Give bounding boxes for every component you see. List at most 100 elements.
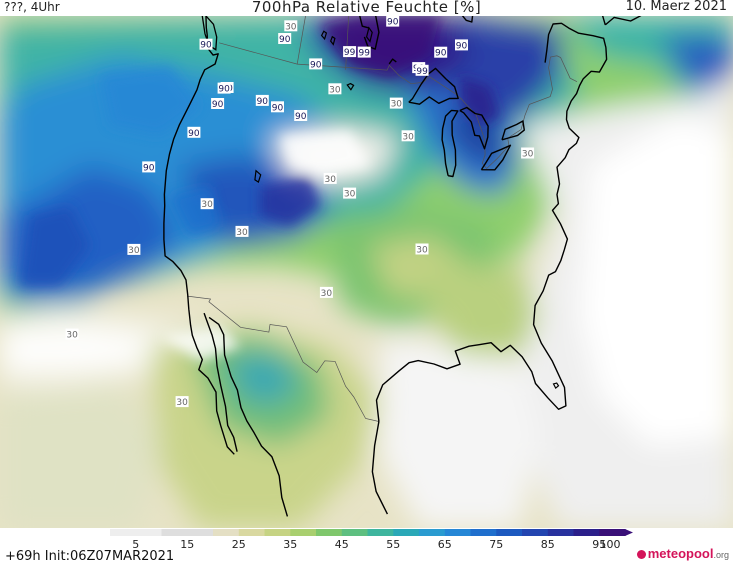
contour-label: 30	[284, 20, 298, 32]
coastline-segment	[441, 109, 459, 178]
contour-label: 90	[187, 126, 201, 139]
island-outline	[201, 16, 218, 51]
coastline-segment	[208, 316, 289, 517]
contour-label: 30	[521, 147, 535, 160]
contour-label-bg	[328, 83, 342, 95]
coastline-segment	[461, 16, 474, 23]
coastline-segment	[601, 16, 642, 26]
contour-label-bg	[217, 82, 231, 94]
contour-label: 30	[319, 286, 333, 299]
contour-label: 90	[309, 58, 323, 70]
contour-label-text: 90	[435, 49, 447, 59]
contour-label-text: 90	[257, 97, 269, 107]
contour-label-bg	[343, 46, 357, 58]
meteopool-logo[interactable]: meteopool.org	[636, 546, 729, 561]
contour-label-bg	[415, 243, 429, 255]
contour-label: 30	[389, 97, 403, 110]
contour-label: 99	[343, 46, 357, 58]
contour-label-text: 99	[358, 49, 370, 59]
border-segment	[345, 16, 350, 70]
contour-label: 30	[200, 198, 214, 210]
colorbar-swatch	[393, 529, 420, 536]
contour-label-text: 30	[321, 289, 333, 299]
contour-label: 30	[127, 243, 141, 256]
logo-dot-icon	[636, 550, 646, 559]
contour-label-text: 99	[344, 48, 356, 58]
colorbar-tick-label: 65	[438, 538, 452, 548]
contour-label-bg	[142, 161, 156, 173]
colorbar-swatch	[444, 529, 472, 536]
contour-label-bg	[200, 198, 214, 210]
contour-label-text: 90	[188, 129, 200, 139]
contour-label-text: 90	[212, 100, 224, 110]
contour-label-bg	[199, 38, 213, 50]
contour-label-text: 30	[128, 246, 140, 256]
contour-label: 30	[235, 225, 249, 238]
colorbar-tick-label: 45	[335, 538, 349, 548]
colorbar-tick-label: 35	[283, 538, 297, 548]
coastline-segment	[363, 16, 380, 50]
colorbar-swatch	[341, 529, 369, 536]
contour-label-bg	[187, 126, 201, 138]
contour-label-bg	[175, 396, 189, 408]
contour-label-bg	[278, 33, 292, 44]
contour-label-text: 90	[310, 60, 322, 70]
contour-label-text: 90	[218, 85, 230, 95]
contour-label: 90	[199, 38, 213, 51]
contour-label-bg	[235, 225, 249, 237]
contour-label: 90	[217, 82, 231, 95]
contour-label: 90	[386, 16, 400, 28]
colorbar-swatch	[522, 529, 549, 536]
contour-label-text: 30	[329, 85, 341, 95]
contour-label-bg	[357, 46, 371, 58]
contour-label-text: 30	[236, 228, 248, 238]
contour-label-text: 30	[391, 100, 403, 110]
colorbar-swatch	[110, 529, 162, 536]
contour-label-bg	[271, 101, 284, 113]
contour-label-text: 90	[272, 103, 284, 113]
contour-label-text: 30	[344, 190, 356, 200]
contour-label-bg	[309, 58, 323, 70]
contour-label-text: 90	[456, 41, 468, 51]
logo-text: meteopool	[647, 546, 714, 561]
contour-label-bg	[389, 97, 403, 109]
contour-label-bg	[319, 286, 333, 298]
colorbar-tick-label: 100	[600, 538, 621, 548]
contour-label-bg	[294, 110, 308, 121]
contour-label-text: 30	[416, 246, 428, 256]
coastline-segment	[203, 312, 238, 452]
colorbar-tick-label: 15	[180, 538, 194, 548]
contour-label: 90	[455, 39, 468, 51]
contour-label-bg	[386, 16, 400, 27]
contour-label: 90	[271, 101, 284, 113]
contour-label: 30	[323, 172, 337, 185]
coastline-segment	[544, 22, 607, 63]
humidity-map[interactable]: 9030909999909099909090303090909090909030…	[0, 16, 733, 528]
map-footer: 5 15 25 35 45 55 65 75 85 95 100 +69h Init:06Z07MA…	[0, 528, 733, 566]
border-segment	[187, 295, 379, 422]
contour-label: 30	[328, 83, 342, 95]
contour-label: 30	[343, 187, 357, 200]
contour-label-text: 30	[522, 150, 534, 160]
contour-label: 90	[278, 33, 292, 45]
colorbar-swatch	[290, 529, 317, 536]
coastline-segment	[408, 67, 459, 105]
contour-label: 30	[175, 396, 189, 408]
contour-label-text: 90	[143, 163, 155, 173]
map-title: 700hPa Relative Feuchte [%]	[251, 0, 482, 16]
contour-label: 99	[357, 46, 371, 59]
contour-label-text: 99	[416, 67, 428, 77]
border-segment	[296, 16, 306, 65]
contour-label: 30	[65, 328, 79, 341]
contour-label: 99	[415, 64, 429, 77]
contour-label-text: 90	[387, 18, 399, 28]
contour-label-text: 30	[324, 175, 336, 185]
coastline-segment	[375, 47, 608, 422]
valid-date-label: 10. Maerz 2021	[625, 0, 727, 14]
coastline-segment	[371, 421, 389, 515]
coastline-segment	[163, 16, 235, 455]
contour-label-text: 90	[279, 35, 291, 45]
colorbar-end-arrow	[625, 529, 633, 536]
colorbar-tick-label: 85	[541, 538, 555, 548]
colorbar-swatch	[470, 529, 497, 536]
